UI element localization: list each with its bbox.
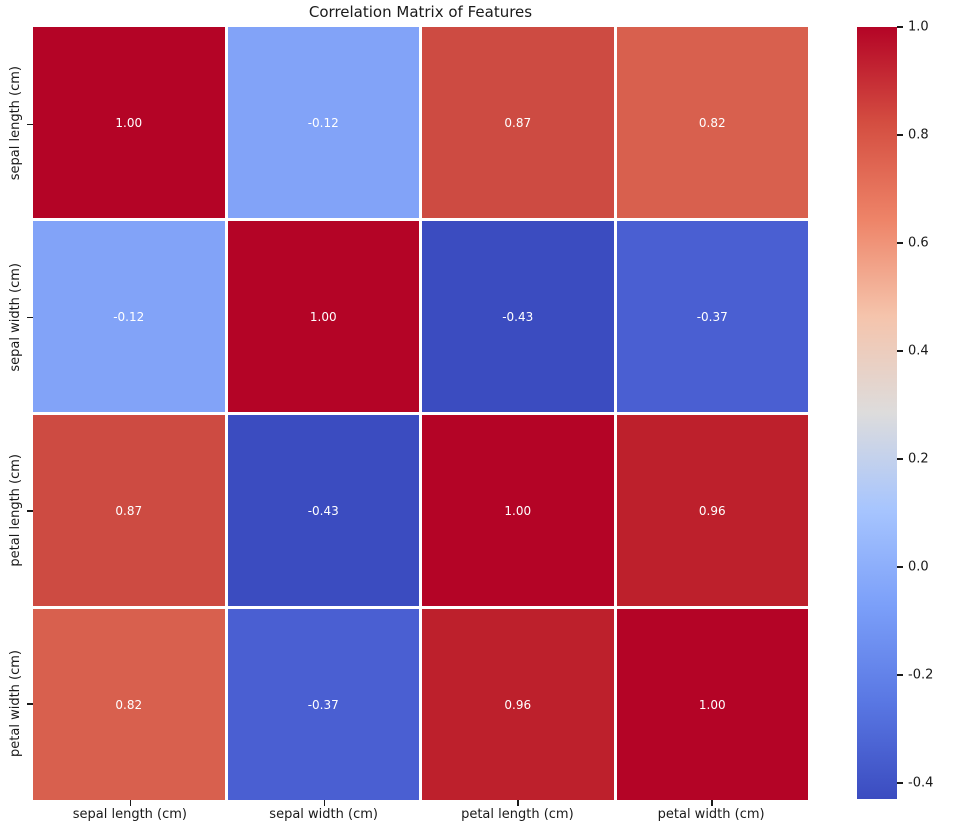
x-axis-tick-mark bbox=[711, 800, 713, 806]
cell-value: -0.12 bbox=[307, 115, 339, 130]
cell-value: 0.96 bbox=[698, 503, 726, 518]
x-axis-tick-mark bbox=[129, 800, 132, 806]
cell-value: 1.00 bbox=[698, 697, 726, 712]
colorbar bbox=[857, 27, 897, 799]
heatmap-cell: 1.00 bbox=[227, 221, 419, 412]
colorbar-tick-label: -0.2 bbox=[908, 667, 934, 683]
colorbar-tick-label: 0.0 bbox=[908, 559, 929, 575]
x-tick-label: sepal length (cm) bbox=[72, 807, 187, 822]
colorbar-tick-mark bbox=[897, 26, 903, 28]
colorbar-tick-label: 0.2 bbox=[908, 451, 929, 467]
heatmap-cell: -0.37 bbox=[616, 221, 808, 412]
heatmap-cell: -0.12 bbox=[227, 27, 419, 218]
heatmap-cell: -0.43 bbox=[422, 221, 614, 412]
cell-value: -0.37 bbox=[307, 697, 339, 712]
colorbar-tick-label: 1.0 bbox=[908, 19, 929, 35]
y-axis-labels: sepal length (cm) sepal width (cm) petal l… bbox=[4, 27, 26, 800]
y-tick-label: petal width (cm) bbox=[4, 607, 26, 800]
heatmap-cell: 0.87 bbox=[422, 27, 614, 218]
colorbar-tick-mark bbox=[897, 782, 903, 784]
heatmap-cell: 0.96 bbox=[422, 609, 614, 800]
colorbar-tick-label: -0.4 bbox=[908, 775, 934, 791]
cell-value: 0.82 bbox=[115, 697, 143, 712]
cell-value: -0.12 bbox=[113, 309, 145, 324]
colorbar-tick-label: 0.4 bbox=[908, 343, 929, 359]
heatmap-cell: -0.12 bbox=[33, 221, 225, 412]
heatmap-cell: -0.43 bbox=[227, 415, 419, 606]
y-axis-tick-mark bbox=[27, 703, 33, 705]
chart-title: Correlation Matrix of Features bbox=[308, 3, 533, 21]
y-tick-label-text: sepal width (cm) bbox=[7, 262, 23, 372]
x-tick-label: petal length (cm) bbox=[461, 807, 574, 822]
colorbar-tick-mark bbox=[897, 566, 903, 568]
cell-value: -0.37 bbox=[696, 309, 728, 324]
cell-value: 1.00 bbox=[309, 309, 337, 324]
y-axis-tick-mark bbox=[27, 510, 33, 512]
heatmap-cell: 1.00 bbox=[616, 609, 808, 800]
y-tick-label-text: petal length (cm) bbox=[7, 453, 23, 567]
y-tick-label: sepal length (cm) bbox=[4, 27, 26, 220]
colorbar-tick-mark bbox=[897, 350, 903, 352]
cell-value: 0.82 bbox=[698, 115, 726, 130]
cell-value: 0.96 bbox=[504, 697, 532, 712]
heatmap-cell: 0.87 bbox=[33, 415, 225, 606]
heatmap-cell: -0.37 bbox=[227, 609, 419, 800]
colorbar-tick-mark bbox=[897, 134, 903, 136]
heatmap-cell: 1.00 bbox=[422, 415, 614, 606]
cell-value: 1.00 bbox=[504, 503, 532, 518]
colorbar-tick-mark bbox=[897, 242, 903, 244]
colorbar-tick-mark bbox=[897, 674, 903, 676]
cell-value: -0.43 bbox=[502, 309, 534, 324]
x-axis-labels: sepal length (cm) sepal width (cm) petal l… bbox=[33, 807, 808, 825]
y-axis-tick-mark bbox=[27, 123, 33, 126]
y-tick-label: sepal width (cm) bbox=[4, 220, 26, 413]
x-axis-tick-mark bbox=[517, 800, 519, 806]
y-tick-label-text: petal width (cm) bbox=[7, 649, 23, 757]
heatmap-cell: 0.96 bbox=[616, 415, 808, 606]
y-tick-label-text: sepal length (cm) bbox=[7, 66, 23, 181]
cell-value: 1.00 bbox=[115, 115, 143, 130]
x-tick-label: sepal width (cm) bbox=[269, 807, 378, 822]
cell-value: 0.87 bbox=[115, 503, 143, 518]
y-tick-label: petal length (cm) bbox=[4, 414, 26, 607]
heatmap-cell: 1.00 bbox=[33, 27, 225, 218]
cell-value: 0.87 bbox=[504, 115, 532, 130]
colorbar-tick-label: 0.6 bbox=[908, 235, 929, 251]
x-axis-tick-mark bbox=[323, 800, 326, 806]
y-axis-tick-mark bbox=[27, 316, 33, 319]
x-tick-label: petal width (cm) bbox=[657, 807, 765, 822]
heatmap-cell: 0.82 bbox=[616, 27, 808, 218]
heatmap-grid: 1.00 -0.12 0.87 0.82 -0.12 1.00 -0.43 -0.37 0.87… bbox=[33, 27, 808, 800]
cell-value: -0.43 bbox=[307, 503, 339, 518]
heatmap-cell: 0.82 bbox=[33, 609, 225, 800]
colorbar-tick-label: 0.8 bbox=[908, 127, 929, 143]
colorbar-tick-mark bbox=[897, 458, 903, 460]
